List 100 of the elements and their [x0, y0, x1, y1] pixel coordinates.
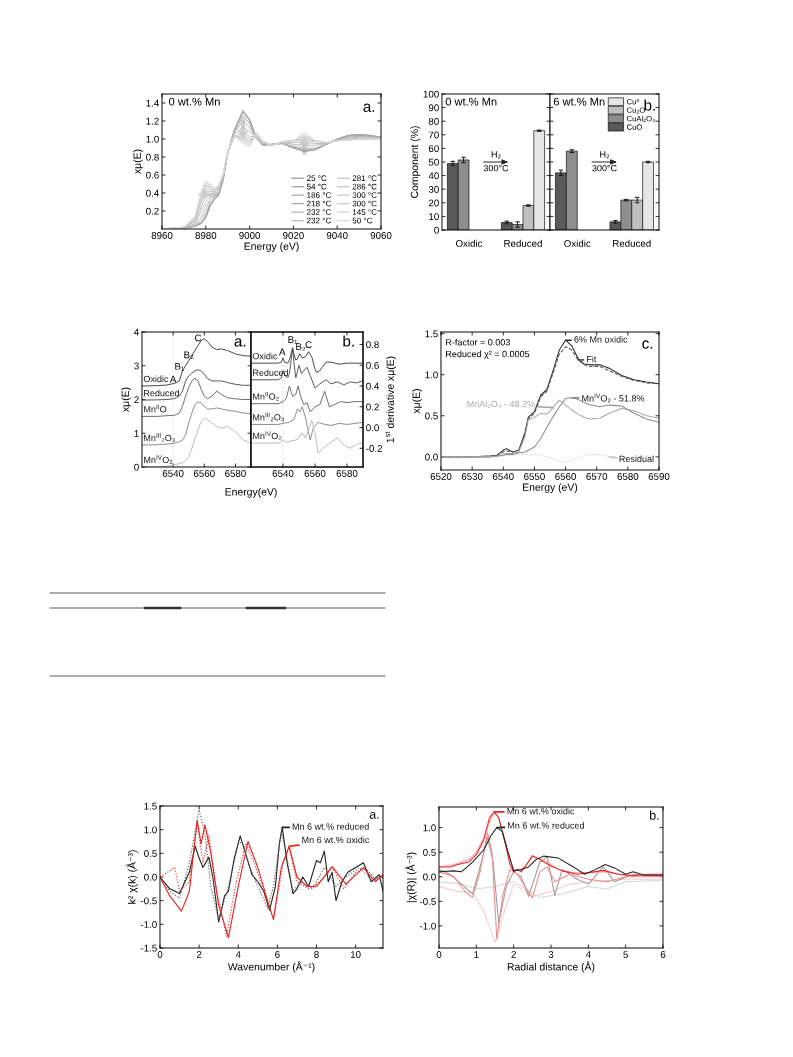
annotation: b. [650, 810, 659, 820]
annotation: B₁ [175, 362, 184, 371]
annotation: A [169, 375, 177, 383]
x-tick-label: 8980 [195, 232, 217, 239]
y2-tick-label: 0.8 [366, 341, 379, 349]
x-tick-label: 6580 [336, 470, 358, 477]
legend-label: Mn$^{IV}$O₂ - 51.8% [582, 393, 645, 403]
y2-tick-label: -0.2 [366, 445, 383, 452]
annotation: Reduced χ² = 0.0005 [446, 350, 530, 359]
legend-label: 50 °C [352, 217, 373, 224]
annotation: A [279, 348, 286, 356]
x-tick-label: 9040 [326, 232, 348, 239]
legend-label: 25 °C [307, 175, 327, 181]
y-axis-title: xμ(E) [412, 389, 422, 414]
x-axis-title: Energy (eV) [523, 483, 578, 493]
series-label: Oxidic [252, 352, 278, 360]
x-tick-label: 9000 [239, 232, 261, 239]
annotation: B₂ [296, 343, 306, 351]
annotation: H₂ [600, 151, 610, 159]
x-tick-label: 6560 [304, 470, 326, 477]
annotation: B₂ [184, 351, 194, 359]
x-tick-label: Oxidic [564, 239, 591, 247]
legend-label: 218 °C [307, 200, 332, 207]
annotation: a. [369, 811, 379, 819]
x-tick-label: 5 [623, 951, 628, 958]
series-label: Mn$^{III}$₂O₃ [144, 433, 175, 442]
y-tick-label: 1.0 [144, 826, 157, 834]
x-tick-label: 1 [474, 951, 479, 958]
legend-label: Mn 6 wt.% reduced [292, 823, 369, 830]
y-tick-label: 0.6 [146, 171, 159, 179]
x-tick-label: Reduced [613, 239, 651, 247]
legend-label: 300 °C [352, 200, 377, 207]
y-tick-label: -0.5 [419, 898, 436, 905]
series-label: Mn$^{IV}$O₂ [144, 455, 173, 464]
x-tick-label: 2 [196, 951, 202, 958]
y-tick-label: 60 [428, 145, 439, 153]
x-tick-label: 6580 [225, 470, 246, 477]
y-tick-label: 1 [134, 430, 139, 437]
y-tick-label: 80 [428, 117, 439, 125]
series-label: Reduced [144, 389, 179, 397]
x-tick-label: 2 [511, 951, 516, 958]
x-tick-label: 6580 [617, 473, 639, 480]
y-axis-title: Component (%) [410, 126, 421, 198]
legend-label: 300 °C [352, 192, 377, 198]
y-tick-label: 1.0 [425, 371, 438, 379]
y2-tick-label: 0.6 [366, 361, 379, 369]
y-tick-label: 90 [428, 104, 439, 112]
series-label: Reduced [253, 369, 288, 376]
y-tick-label: 50 [428, 158, 439, 166]
annotation: b. [343, 335, 354, 347]
series-label: Mn$^{III}$₂O₃ [253, 412, 284, 422]
x-axis-title: Energy(eV) [225, 487, 277, 498]
legend-label: Mn 6 wt.% oxidic [302, 836, 370, 844]
y-tick-label: 1.5 [144, 802, 157, 810]
legend-label: 6% Mn oxidic [574, 336, 628, 343]
y-tick-label: 1.4 [146, 99, 159, 107]
y-tick-label: 4 [134, 328, 139, 336]
annotation: R-factor = 0.003 [446, 338, 510, 346]
y2-tick-label: 0.0 [366, 424, 379, 432]
annotation: 300°C [592, 164, 617, 172]
y-tick-label: 0.2 [146, 207, 159, 215]
y-axis-title: |χ(R)| (Å⁻³) [405, 852, 417, 903]
y2-axis-title: 1$^{st}$ derivative xμ(E) [385, 356, 397, 443]
x-tick-label: 6590 [648, 473, 670, 480]
x-tick-label: 4 [235, 951, 241, 958]
x-tick-label: 6550 [524, 473, 545, 480]
y-tick-label: -1.0 [140, 921, 157, 928]
legend-label: Fit [587, 355, 597, 363]
x-tick-label: 8960 [151, 232, 173, 239]
legend-label: Mn 6 wt.% oxidic [507, 807, 575, 815]
x-tick-label: 6530 [461, 473, 483, 480]
x-tick-label: 3 [548, 951, 554, 958]
legend-label: 186 °C [307, 192, 332, 198]
x-tick-label: Oxidic [455, 239, 483, 247]
legend-label: 145 °C [352, 209, 377, 215]
y-tick-label: 20 [428, 199, 439, 207]
y-axis-title: k² χ(k) (Å⁻³) [126, 850, 138, 904]
y-tick-label: 30 [428, 185, 439, 193]
annotation: 300°C [483, 164, 509, 172]
legend-label: 232 °C [307, 209, 332, 215]
x-tick-label: 9020 [283, 232, 304, 239]
x-axis-title: Radial distance (Å) [507, 961, 595, 973]
legend-label: 281 °C [352, 175, 377, 181]
x-tick-label: 8 [314, 951, 319, 958]
x-tick-label: 4 [585, 951, 591, 958]
y-tick-label: 1.5 [425, 330, 438, 338]
legend-label: 54 °C [306, 183, 327, 190]
y-tick-label: 0 [434, 226, 439, 234]
y-tick-label: 0.4 [146, 189, 159, 197]
annotation: B₁ [288, 336, 298, 344]
y-tick-label: -1.0 [419, 922, 436, 930]
y-tick-label: 10 [429, 213, 439, 221]
legend-label: 232 °C [307, 217, 332, 224]
y-tick-label: 3 [134, 362, 139, 370]
annotation: C [305, 341, 312, 349]
series-label: Mn$^{II}$O₂ [253, 391, 279, 401]
annotation: b. [644, 99, 655, 111]
x-tick-label: 6540 [162, 470, 184, 477]
y2-tick-label: 0.4 [366, 382, 380, 390]
y-tick-label: 0.5 [425, 412, 438, 420]
